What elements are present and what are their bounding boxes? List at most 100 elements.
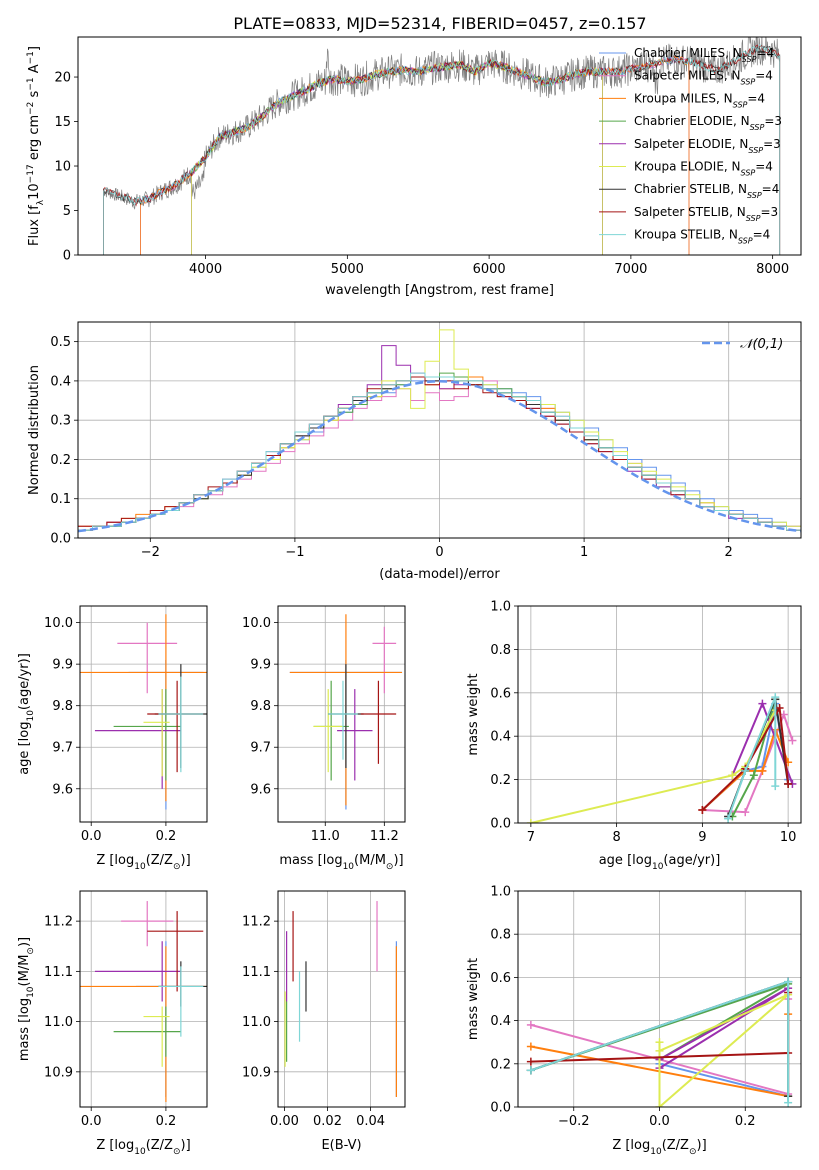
x-axis-label: Z [log10(Z/Z⊙)] — [96, 1138, 190, 1157]
y-tick-label: 0.6 — [490, 971, 511, 986]
x-axis-label: wavelength [Angstrom, rest frame] — [325, 283, 554, 298]
spectrum-legend: Chabrier MILES, NSSP=4 Salpeter MILES, NS… — [599, 46, 782, 245]
y-tick-label: 0.8 — [490, 928, 511, 943]
x-tick-label: 0.0 — [81, 829, 102, 844]
panel-spectrum: 4000 5000 6000 7000 8000 0 5 10 15 20 wavelength [… — [26, 36, 802, 298]
x-tick-label: 7 — [527, 830, 535, 845]
y-tick-label: 0.0 — [490, 817, 511, 832]
y-axis-label: Flux [fλ10−17 erg cm−2 s−1 A−1] — [26, 46, 46, 246]
ticks: −2 −1 0 1 2 0.0 0.1 0.2 0.3 0.4 0.5 — [50, 335, 733, 560]
y-tick-label: 0.2 — [490, 773, 511, 788]
x-axis-label: Z [log10(Z/Z⊙)] — [612, 1138, 706, 1157]
plot-area — [80, 901, 207, 1102]
legend-entry: Kroupa ELODIE, NSSP=4 — [634, 160, 773, 178]
x-tick-label: −0.2 — [558, 1114, 590, 1129]
x-tick-label: 0.04 — [356, 1114, 385, 1129]
observed-spectrum — [103, 37, 780, 210]
ticks: 0.00 0.02 0.04 10.9 11.0 11.1 11.2 — [242, 915, 385, 1129]
ticks: 7 8 9 10 0.0 0.2 0.4 0.6 0.8 1.0 — [490, 600, 796, 846]
grid-lines — [80, 606, 207, 822]
x-tick-label: 1 — [580, 545, 588, 560]
x-tick-label: 6000 — [473, 262, 506, 277]
x-tick-label: 0.0 — [81, 1114, 102, 1129]
ticks: 11.0 11.2 9.6 9.7 9.8 9.9 10.0 — [242, 616, 399, 844]
y-tick-label: 0.1 — [50, 492, 71, 507]
y-tick-label: 0.0 — [50, 532, 71, 547]
axes-frame — [517, 890, 802, 1108]
x-tick-label: 4000 — [189, 262, 222, 277]
x-tick-label: 5000 — [331, 262, 364, 277]
x-axis-label: age [log10(age/yr)] — [599, 853, 721, 872]
y-tick-label: 11.2 — [44, 915, 73, 930]
x-tick-label: 11.0 — [311, 829, 340, 844]
legend-entry: Salpeter STELIB, NSSP=3 — [634, 205, 778, 223]
y-tick-label: 0.2 — [490, 1057, 511, 1072]
y-axis-label: mass [log10(M/M⊙)] — [17, 937, 36, 1061]
y-tick-label: 11.2 — [242, 915, 271, 930]
y-tick-label: 10.0 — [44, 616, 73, 631]
legend-entry: 𝒩(0,1) — [740, 337, 783, 352]
x-tick-label: 0.2 — [156, 1114, 177, 1129]
weight-line — [530, 709, 777, 823]
x-tick-label: 8000 — [756, 262, 789, 277]
y-tick-label: 0.0 — [490, 1101, 511, 1116]
y-axis-label: Normed distribution — [27, 365, 42, 495]
legend-entry: Chabrier STELIB, NSSP=4 — [634, 182, 779, 200]
y-tick-label: 0.4 — [490, 1014, 511, 1029]
axes-frame — [79, 890, 208, 1108]
legend-entry: Salpeter ELODIE, NSSP=3 — [634, 137, 781, 155]
weight-line — [658, 993, 789, 1107]
y-tick-label: 11.0 — [44, 1015, 73, 1030]
x-axis-label: (data-model)/error — [379, 567, 500, 582]
panel-weight_vs_Z: −0.2 0.0 0.2 0.0 0.2 0.4 0.6 0.8 1.0 Z [log10(Z/Z… — [466, 885, 802, 1157]
model-spectrum — [190, 60, 603, 255]
y-tick-label: 0 — [63, 249, 71, 264]
plot-area — [526, 977, 793, 1107]
plot-area — [284, 901, 397, 1097]
x-axis-label: E(B-V) — [321, 1138, 361, 1153]
x-axis-label: Z [log10(Z/Z⊙)] — [96, 853, 190, 872]
y-tick-label: 1.0 — [490, 600, 511, 615]
panel-mass_vs_Z: 0.0 0.2 10.9 11.0 11.1 11.2 Z [log10(Z/Z⊙)] mas… — [17, 890, 208, 1157]
figure-title: PLATE=0833, MJD=52314, FIBERID=0457, z=0… — [233, 14, 646, 33]
y-tick-label: 9.6 — [250, 782, 271, 797]
y-tick-label: 9.6 — [52, 782, 73, 797]
y-tick-label: 0.4 — [490, 730, 511, 745]
x-tick-label: 0.00 — [270, 1114, 299, 1129]
x-tick-label: 11.2 — [370, 829, 399, 844]
model-spectrum — [103, 43, 781, 255]
legend-entry: Salpeter MILES, NSSP=4 — [634, 69, 773, 87]
x-tick-label: −1 — [285, 545, 304, 560]
y-tick-label: 11.0 — [242, 1015, 271, 1030]
legend-entry: Kroupa MILES, NSSP=4 — [634, 91, 765, 109]
y-tick-label: 0.3 — [50, 414, 71, 429]
plot-area — [80, 614, 207, 810]
panel-age_vs_mass: 11.0 11.2 9.6 9.7 9.8 9.9 10.0 mass [log10(M/M⊙… — [242, 605, 406, 872]
y-tick-label: 9.9 — [52, 658, 73, 673]
x-tick-label: 9 — [698, 830, 706, 845]
axes-frame — [77, 321, 802, 539]
x-tick-label: 0.0 — [649, 1114, 670, 1129]
y-tick-label: 10.9 — [44, 1065, 73, 1080]
axes-frame — [77, 36, 802, 256]
y-tick-label: 9.7 — [52, 741, 73, 756]
x-tick-label: −2 — [141, 545, 160, 560]
y-tick-label: 10 — [54, 160, 71, 175]
plot-area — [78, 329, 801, 533]
y-tick-label: 10.0 — [242, 616, 271, 631]
x-tick-label: 0 — [435, 545, 443, 560]
panel-age_vs_Z: 0.0 0.2 9.6 9.7 9.8 9.9 10.0 Z [log10(Z/Z⊙)] age… — [17, 605, 208, 872]
legend-entry: Kroupa STELIB, NSSP=4 — [634, 228, 770, 246]
ticks: 0.0 0.2 10.9 11.0 11.1 11.2 — [44, 915, 176, 1129]
y-tick-label: 15 — [54, 115, 71, 130]
axes-background — [278, 891, 405, 1107]
y-tick-label: 1.0 — [490, 885, 511, 900]
axes-frame — [277, 890, 406, 1108]
y-tick-label: 9.7 — [250, 741, 271, 756]
weight-line — [727, 696, 777, 820]
y-axis-label: age [log10(age/yr)] — [17, 653, 36, 775]
model-spectrum — [103, 45, 781, 255]
axes-background — [518, 606, 801, 823]
axes-background — [80, 891, 207, 1107]
